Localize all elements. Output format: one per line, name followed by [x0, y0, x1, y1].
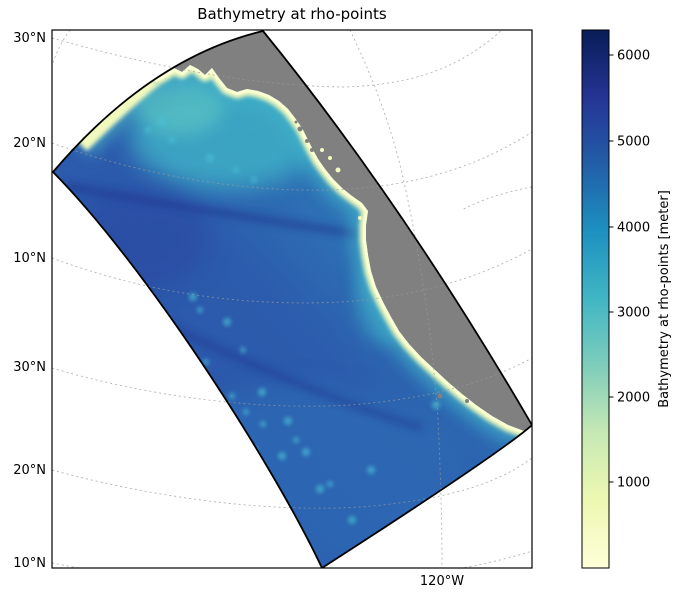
shelf-strip-northwest-edge [77, 74, 159, 151]
colorbar-gradient [581, 29, 610, 569]
colorbar: 6000 5000 4000 3000 2000 1000 Bathymetry… [581, 29, 672, 569]
colorbar-axis-label: Bathymetry at rho-points [meter] [657, 190, 672, 408]
lat-tick-label: 30°N [13, 360, 46, 375]
parallel-10n-lower [52, 550, 532, 568]
colorbar-tick-label: 6000 [617, 49, 650, 64]
plot-area [52, 30, 532, 568]
axes-frame [51, 29, 533, 569]
lat-tick-label: 30°N [13, 31, 46, 46]
lon-tick-label: 120°W [420, 574, 464, 589]
lat-tick-label: 20°N [13, 136, 46, 151]
meridian-120w [349, 30, 443, 568]
meridian-130w [52, 30, 71, 67]
colorbar-tick-label: 3000 [617, 306, 650, 321]
parallel-20n-upper [52, 131, 532, 191]
colorbar-tick-labels: 6000 5000 4000 3000 2000 1000 [617, 49, 650, 491]
parallel-30n-upper [52, 30, 503, 88]
colorbar-ticks [609, 54, 614, 483]
colorbar-tick-label: 5000 [617, 135, 650, 150]
fracture-zone-band-2 [158, 319, 423, 431]
lat-tick-label: 10°N [13, 251, 46, 266]
colorbar-tick-label: 2000 [617, 391, 650, 406]
lat-tick-label: 20°N [13, 463, 46, 478]
latitude-axis: 30°N 20°N 10°N 30°N 20°N 10°N [13, 31, 46, 571]
graticule [52, 30, 532, 568]
page-title: Bathymetry at rho-points [197, 5, 387, 23]
lat-tick-label: 10°N [13, 556, 46, 571]
parallel-10n-upper [52, 248, 532, 304]
colorbar-tick-label: 4000 [617, 221, 650, 236]
islets [294, 120, 469, 403]
coastal-inlets [320, 148, 362, 220]
fracture-zone-band [65, 182, 383, 242]
colorbar-tick-label: 1000 [617, 476, 650, 491]
